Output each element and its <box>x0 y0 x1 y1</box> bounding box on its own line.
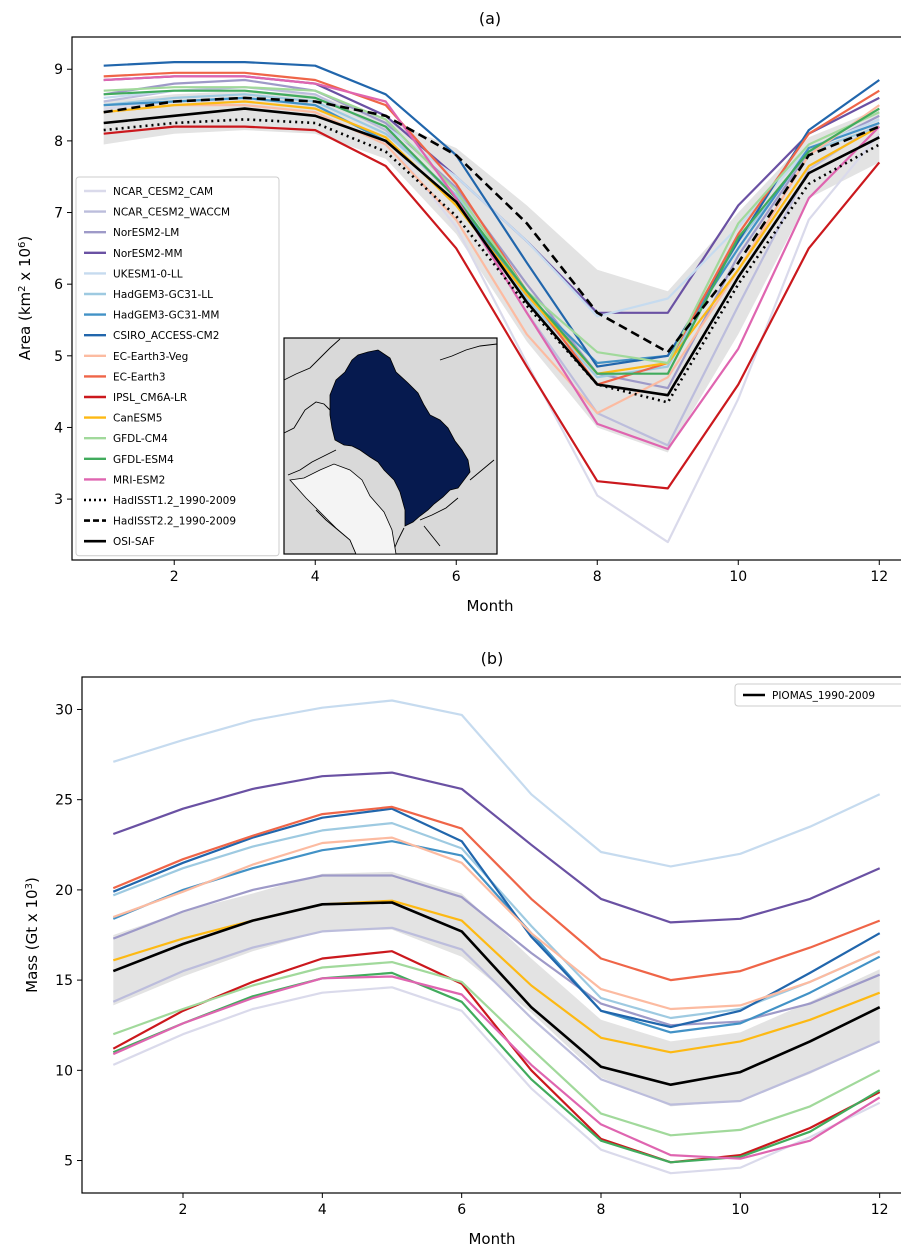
y-tick-label: 15 <box>55 973 73 989</box>
legend-label: GFDL-CM4 <box>113 433 168 445</box>
panel-a-area-chart: (a) 2 4 6 8 10 12 3 4 5 6 7 8 9 Month Area (km2 x 10… <box>16 9 901 615</box>
x-tick-label: 8 <box>593 569 602 585</box>
legend-label: NCAR_CESM2_WACCM <box>113 207 230 219</box>
series-line-model-4 <box>112 699 881 868</box>
series-line-ipsl-cm6a-lr <box>103 125 881 490</box>
x-tick-label: 2 <box>170 569 179 585</box>
panel-b-x-axis-title: Month <box>468 1230 515 1248</box>
legend-box <box>75 176 280 557</box>
legend-label: IPSL_CM6A-LR <box>113 392 187 404</box>
legend-label: CanESM5 <box>113 413 162 425</box>
legend-label: NorESM2-LM <box>113 227 179 239</box>
spread-band <box>113 871 880 1107</box>
x-tick-label: 6 <box>457 1202 466 1218</box>
panel-a-legend: NCAR_CESM2_CAM NCAR_CESM2_WACCM NorESM2-LM… <box>75 176 280 557</box>
y-tick-label: 3 <box>54 492 63 508</box>
series-line-model-3 <box>112 771 881 924</box>
panel-a-title: (a) <box>479 9 501 28</box>
x-tick-label: 4 <box>311 569 320 585</box>
panel-a-axes-frame <box>71 36 901 561</box>
x-tick-label: 8 <box>597 1202 606 1218</box>
legend-label: NCAR_CESM2_CAM <box>113 186 213 198</box>
x-tick-label: 2 <box>179 1202 188 1218</box>
legend-label: OSI-SAF <box>113 536 155 548</box>
legend-label: GFDL-ESM4 <box>113 454 174 466</box>
series-line-mri-esm2 <box>103 75 881 451</box>
panel-b-mass-chart: (b) 2 4 6 8 10 12 5 10 15 20 25 30 Month Mass (Gt x… <box>23 649 901 1248</box>
series-line-model-14 <box>112 975 881 1160</box>
legend-box <box>734 683 901 707</box>
y-tick-label: 5 <box>64 1154 73 1170</box>
spread-band <box>103 90 880 453</box>
panel-b-title: (b) <box>481 649 504 668</box>
legend-label: EC-Earth3 <box>113 371 166 383</box>
legend-label: EC-Earth3-Veg <box>113 351 188 363</box>
legend-label: HadISST1.2_1990-2009 <box>113 495 236 507</box>
series-line-ec-earth3 <box>103 71 880 386</box>
series-line-model-9 <box>112 805 881 982</box>
y-tick-label: 9 <box>54 62 63 78</box>
legend-label: HadGEM3-GC31-LL <box>113 289 213 301</box>
y-tick-label: 25 <box>55 793 73 809</box>
y-tick-label: 7 <box>54 206 63 222</box>
legend-label: MRI-ESM2 <box>113 474 165 486</box>
series-line-gfdl-cm4 <box>103 86 880 365</box>
panel-a-y-axis-title: Area (km2 x 106) <box>16 236 34 361</box>
y-tick-label: 20 <box>55 883 73 899</box>
legend-label: UKESM1-0-LL <box>113 268 183 280</box>
series-line-gfdl-esm4 <box>103 89 880 375</box>
legend-label: PIOMAS_1990-2009 <box>772 690 875 702</box>
series-line-hadisst2-2-1990-2009 <box>103 96 880 354</box>
panel-b-y-axis-title: Mass (Gt x 103) <box>23 877 41 993</box>
series-line-model-7 <box>112 807 881 1029</box>
legend-label: NorESM2-MM <box>113 248 183 260</box>
panel-b-legend: PIOMAS_1990-2009 <box>734 683 901 707</box>
series-line-model-0 <box>112 986 881 1175</box>
arctic-ice-extent <box>329 349 471 527</box>
legend-label: CSIRO_ACCESS-CM2 <box>113 330 219 342</box>
x-tick-label: 12 <box>871 1202 889 1218</box>
legend-label: HadISST2.2_1990-2009 <box>113 516 236 528</box>
series-line-model-13 <box>112 971 881 1164</box>
y-tick-label: 6 <box>54 277 63 293</box>
x-tick-label: 6 <box>452 569 461 585</box>
y-tick-label: 10 <box>55 1063 73 1079</box>
series-line-model-1 <box>112 926 881 1106</box>
series-line-osi-saf <box>103 107 880 397</box>
x-tick-label: 10 <box>729 569 747 585</box>
series-line-piomas-1990-2009 <box>112 901 881 1086</box>
x-tick-label: 4 <box>318 1202 327 1218</box>
y-tick-label: 4 <box>54 420 63 436</box>
x-tick-label: 10 <box>731 1202 749 1218</box>
arctic-inset-map <box>283 337 498 555</box>
panel-b-axes-frame <box>81 676 901 1194</box>
series-line-model-6 <box>112 840 881 1034</box>
panel-a-x-axis-title: Month <box>466 597 513 615</box>
series-line-model-8 <box>112 836 881 1011</box>
series-line-model-12 <box>112 960 881 1137</box>
series-line-hadisst1-2-1990-2009 <box>103 118 880 404</box>
series-line-model-10 <box>112 950 881 1164</box>
y-tick-label: 5 <box>54 349 63 365</box>
legend-label: HadGEM3-GC31-MM <box>113 310 219 322</box>
y-tick-label: 8 <box>54 134 63 150</box>
y-tick-label: 30 <box>55 702 73 718</box>
x-tick-label: 12 <box>870 569 888 585</box>
land-shading <box>289 463 397 555</box>
